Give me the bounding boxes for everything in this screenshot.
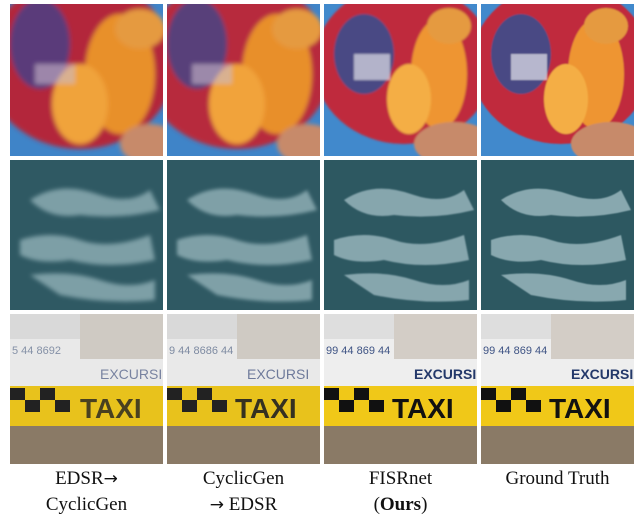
taxi-image: 99 44 869 44 EXCURSI TAXI [481, 314, 634, 464]
taxi-number: 99 44 869 44 [483, 345, 547, 357]
taxi-image: 9 44 8686 44 EXCURSI TAXI [167, 314, 320, 464]
taxi-ground-truth: 99 44 869 44 EXCURSI TAXI [481, 314, 634, 464]
arrow-icon: → [209, 495, 224, 515]
caption-line: EDSR [228, 494, 278, 515]
taxi-word: EXCURSI [414, 366, 476, 382]
taxi-cyclicgen-edsr: 9 44 8686 44 EXCURSI TAXI [167, 314, 320, 464]
caption-ground-truth: Ground Truth [481, 466, 634, 518]
water-image [481, 160, 634, 310]
caption-line: CyclicGen [45, 494, 128, 515]
column-captions: EDSR→ CyclicGen CyclicGen → EDSR FISRnet… [10, 466, 634, 518]
taxi-label: TAXI [235, 393, 297, 424]
taxi-fisrnet: 99 44 869 44 EXCURSI TAXI [324, 314, 477, 464]
ball-edsr-cyclicgen [10, 4, 163, 156]
ball-cyclicgen-edsr [167, 4, 320, 156]
water-image [324, 160, 477, 310]
caption-line: FISRnet [368, 468, 433, 489]
ours-label: Ours [379, 494, 422, 515]
caption-edsr-cyclicgen: EDSR→ CyclicGen [10, 466, 163, 518]
taxi-number: 9 44 8686 44 [169, 345, 233, 357]
ball-fisrnet [324, 4, 477, 156]
caption-line: CyclicGen [202, 468, 285, 489]
water-fisrnet [324, 160, 477, 310]
water-edsr-cyclicgen [10, 160, 163, 310]
taxi-word: EXCURSI [100, 366, 162, 382]
water-image [167, 160, 320, 310]
taxi-edsr-cyclicgen: 5 44 8692 EXCURSI TAXI [10, 314, 163, 464]
taxi-image: 5 44 8692 EXCURSI TAXI [10, 314, 163, 464]
taxi-word: EXCURSI [247, 366, 309, 382]
caption-line: Ground Truth [505, 468, 610, 489]
taxi-label: TAXI [549, 393, 611, 424]
caption-cyclicgen-edsr: CyclicGen → EDSR [167, 466, 320, 518]
caption-fisrnet: FISRnet (Ours) [324, 466, 477, 518]
ball-image [324, 4, 477, 156]
ball-image [10, 4, 163, 156]
taxi-number: 5 44 8692 [12, 345, 61, 357]
caption-line: EDSR [55, 468, 104, 489]
arrow-icon: → [103, 469, 118, 489]
taxi-image: 99 44 869 44 EXCURSI TAXI [324, 314, 477, 464]
taxi-word: EXCURSI [571, 366, 633, 382]
ball-image [167, 4, 320, 156]
water-cyclicgen-edsr [167, 160, 320, 310]
water-ground-truth [481, 160, 634, 310]
water-image [10, 160, 163, 310]
taxi-number: 99 44 869 44 [326, 345, 390, 357]
taxi-label: TAXI [392, 393, 454, 424]
ball-ground-truth [481, 4, 634, 156]
ball-image [481, 4, 634, 156]
image-grid: 5 44 8692 EXCURSI TAXI 9 44 8686 44 EXCU… [10, 4, 634, 464]
taxi-label: TAXI [80, 393, 142, 424]
